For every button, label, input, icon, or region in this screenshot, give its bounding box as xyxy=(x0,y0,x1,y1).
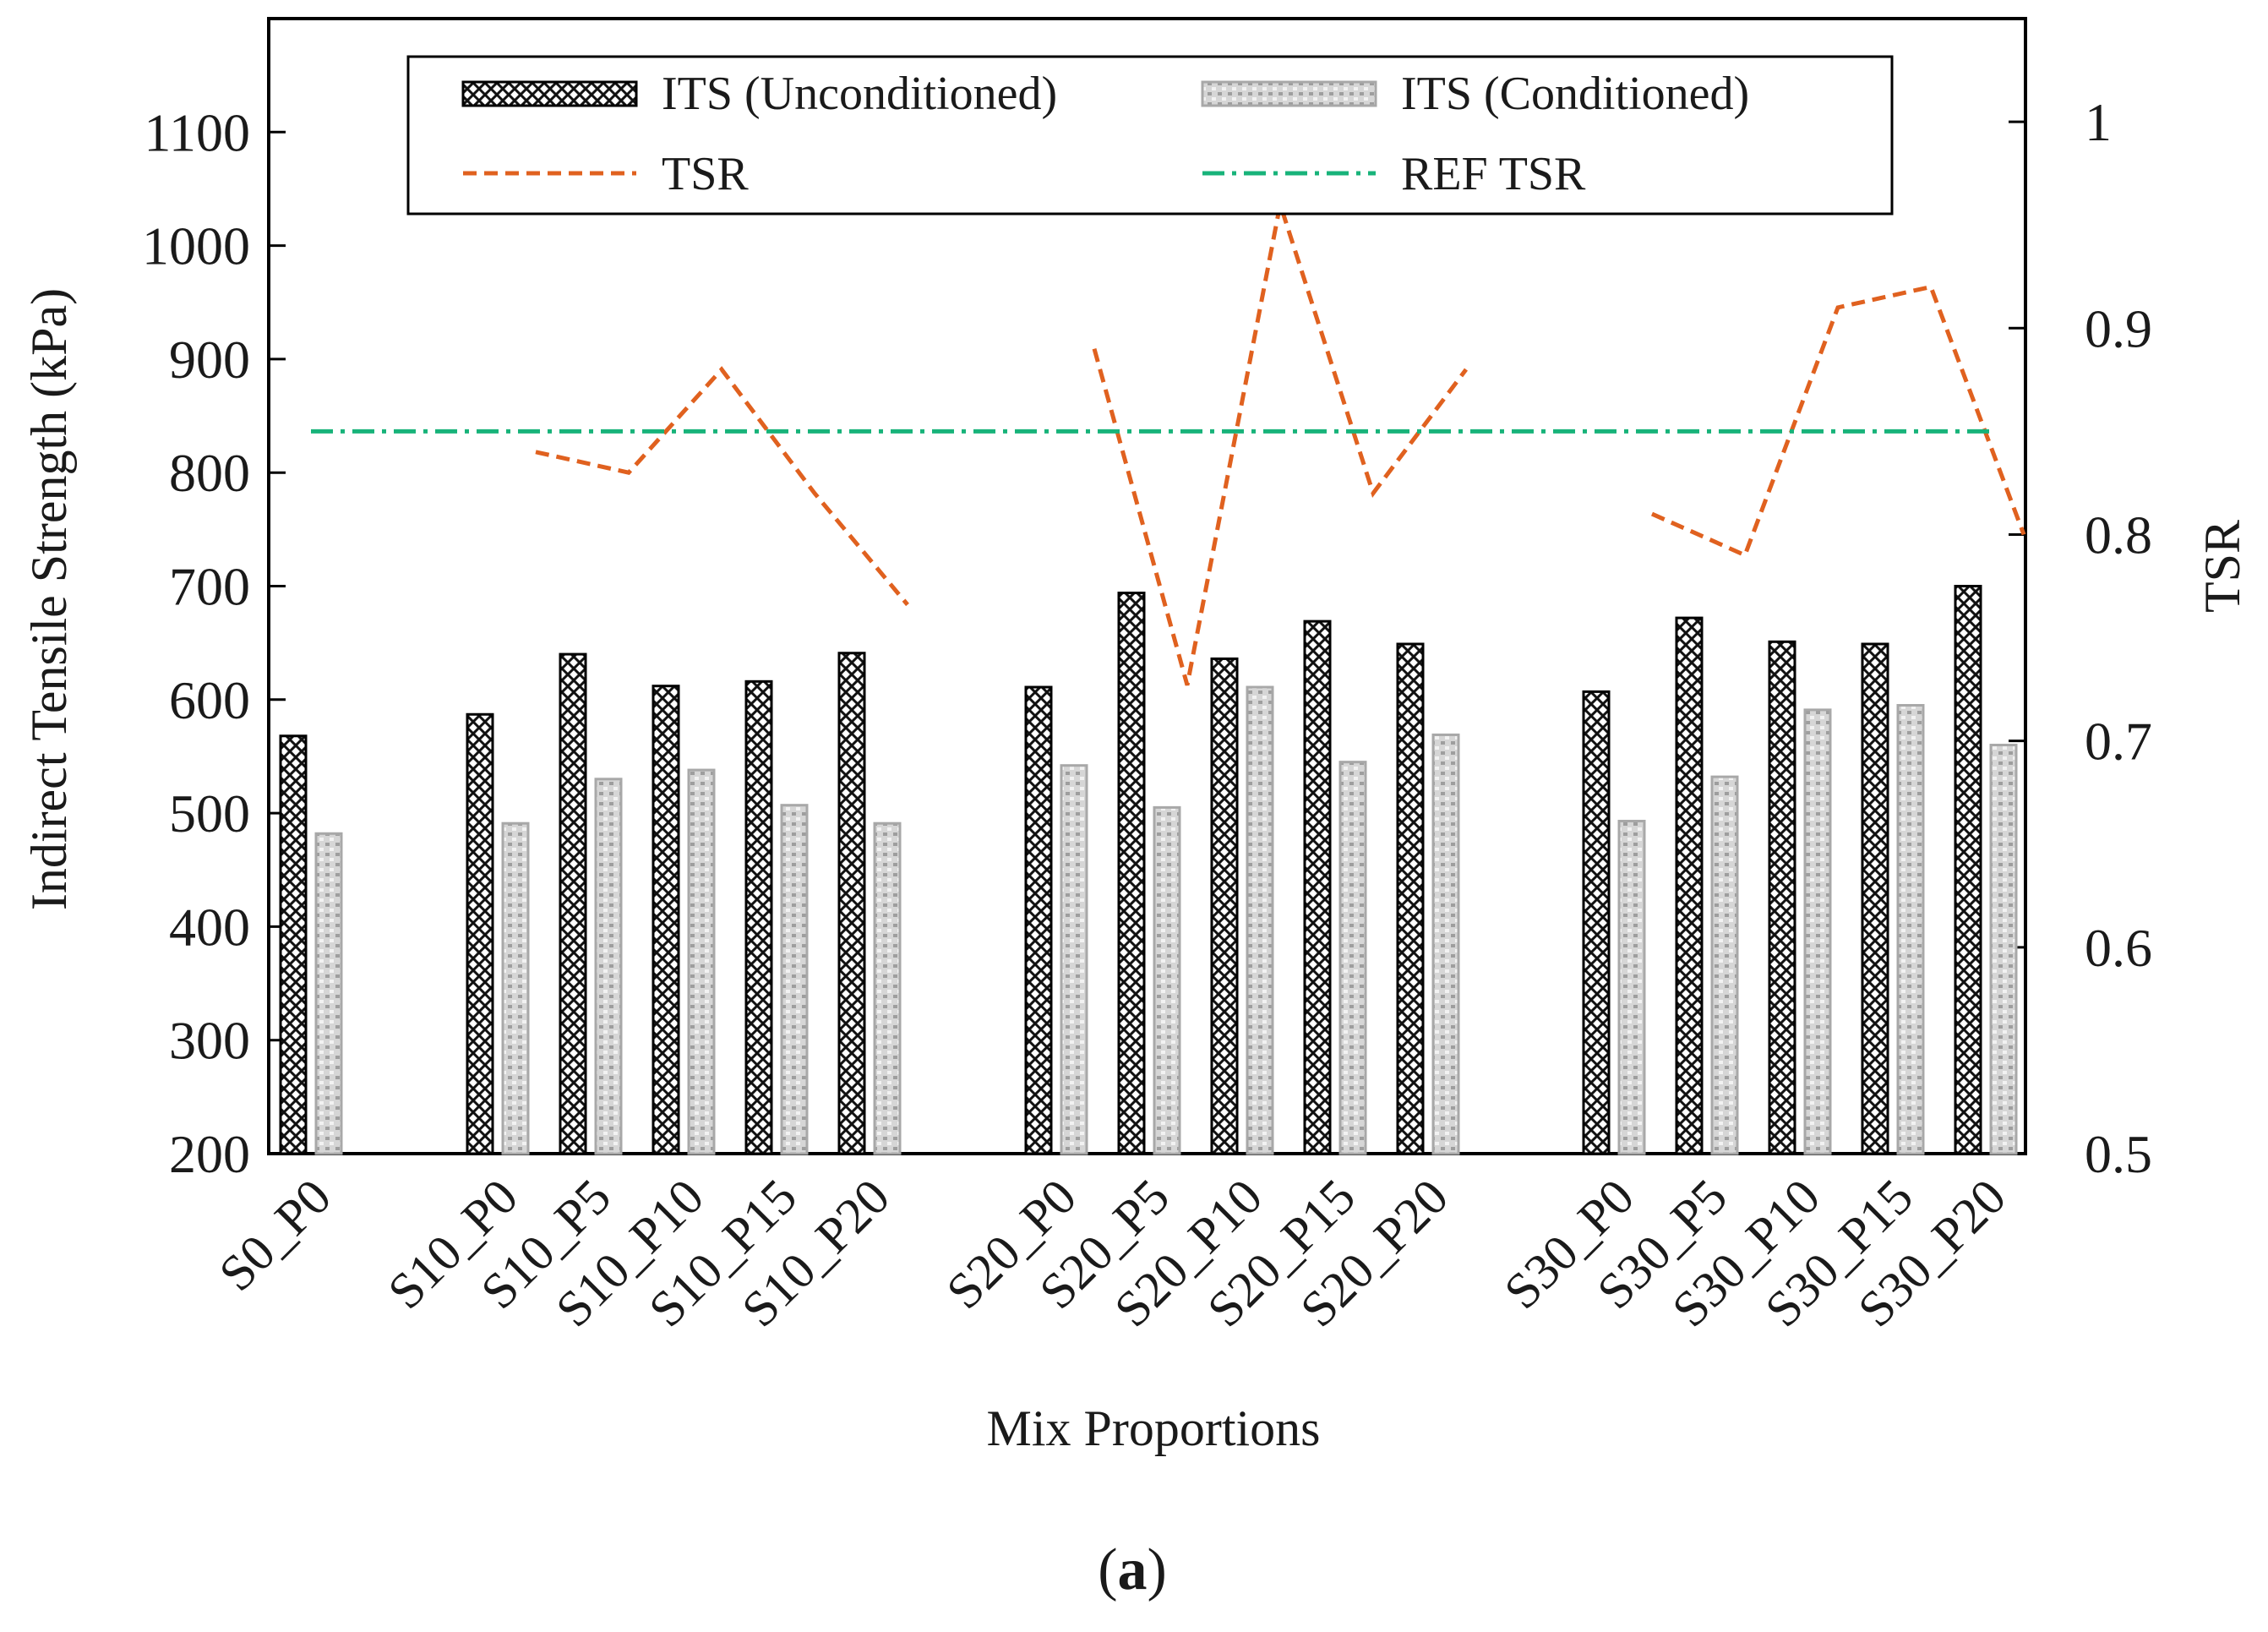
bar-conditioned xyxy=(1989,744,2018,1155)
bar-unconditioned xyxy=(1303,620,1332,1155)
caption-open-paren: ( xyxy=(1098,1537,1117,1602)
legend-label-tsr: TSR xyxy=(662,148,749,200)
bar-conditioned xyxy=(1246,685,1274,1155)
bar-unconditioned xyxy=(1117,592,1146,1155)
legend-swatch-unconditioned xyxy=(461,80,638,107)
y2-tick-label: 0.8 xyxy=(2085,505,2152,565)
left-axis: 200 300 400 500 600 700 800 900 1000 1100 xyxy=(142,102,286,1184)
figure-caption: (a) xyxy=(1098,1537,1167,1602)
y-tick-label: 1100 xyxy=(144,102,250,162)
y-tick-label: 500 xyxy=(169,783,250,843)
bar-conditioned xyxy=(501,821,530,1155)
legend-label-conditioned: ITS (Conditioned) xyxy=(1401,68,1749,120)
bar-conditioned xyxy=(594,778,623,1155)
y-tick-label: 700 xyxy=(169,557,250,617)
y2-axis-title: TSR xyxy=(2194,520,2250,613)
y-axis-title: Indirect Tensile Strength (kPa) xyxy=(21,288,77,910)
category-label: S0_P0 xyxy=(209,1169,342,1302)
bar-unconditioned xyxy=(466,712,494,1155)
bar-unconditioned xyxy=(1024,685,1053,1155)
bar-unconditioned xyxy=(652,685,680,1155)
y-tick-label: 1000 xyxy=(142,216,250,276)
legend-box xyxy=(406,55,1894,216)
y-tick-label: 900 xyxy=(169,330,250,390)
bar-unconditioned xyxy=(1768,640,1796,1155)
y-tick-label: 200 xyxy=(169,1124,250,1184)
x-axis-title: Mix Proportions xyxy=(986,1400,1320,1456)
bar-unconditioned xyxy=(1396,642,1425,1155)
legend-label-ref-tsr: REF TSR xyxy=(1401,148,1586,200)
bar-conditioned xyxy=(780,804,809,1155)
bar-conditioned xyxy=(1803,708,1832,1155)
right-axis: 0.5 0.6 0.7 0.8 0.9 1 xyxy=(2009,92,2152,1184)
bar-unconditioned xyxy=(837,652,866,1155)
y-tick-label: 300 xyxy=(169,1011,250,1071)
bar-unconditioned xyxy=(1582,690,1611,1155)
legend-label-unconditioned: ITS (Unconditioned) xyxy=(662,68,1057,120)
bar-conditioned xyxy=(1338,761,1367,1155)
y-tick-label: 400 xyxy=(169,897,250,957)
y-tick-label: 600 xyxy=(169,670,250,730)
tsr-line xyxy=(535,366,909,607)
tsr-line xyxy=(1650,284,2026,559)
legend: ITS (Unconditioned) ITS (Conditioned) TS… xyxy=(406,55,1894,216)
y2-tick-label: 0.9 xyxy=(2085,298,2152,358)
bar-conditioned xyxy=(687,768,716,1155)
line-series xyxy=(311,203,2026,686)
y2-tick-label: 0.5 xyxy=(2085,1124,2152,1184)
bar-unconditioned xyxy=(1861,642,1889,1155)
caption-letter: a xyxy=(1118,1537,1148,1602)
bar-conditioned xyxy=(1060,764,1088,1155)
bar-unconditioned xyxy=(279,734,308,1155)
bar-conditioned xyxy=(314,832,343,1155)
bar-conditioned xyxy=(1431,733,1460,1155)
y2-tick-label: 0.6 xyxy=(2085,918,2152,978)
bar-unconditioned xyxy=(559,652,587,1155)
caption-close-paren: ) xyxy=(1148,1537,1167,1602)
bar-series xyxy=(279,585,2018,1155)
y-tick-label: 800 xyxy=(169,443,250,503)
bar-conditioned xyxy=(1153,805,1181,1155)
bar-unconditioned xyxy=(1210,657,1239,1155)
y2-tick-label: 0.7 xyxy=(2085,712,2152,772)
tsr-line xyxy=(1092,203,1468,686)
y2-tick-label: 1 xyxy=(2085,92,2112,152)
legend-swatch-conditioned xyxy=(1201,80,1377,107)
bar-unconditioned xyxy=(1675,616,1704,1155)
bar-conditioned xyxy=(1617,820,1646,1155)
bar-conditioned xyxy=(1710,775,1739,1155)
bar-conditioned xyxy=(1896,704,1925,1155)
bar-conditioned xyxy=(873,821,902,1155)
bar-unconditioned xyxy=(744,680,773,1155)
bar-unconditioned xyxy=(1954,585,1982,1155)
